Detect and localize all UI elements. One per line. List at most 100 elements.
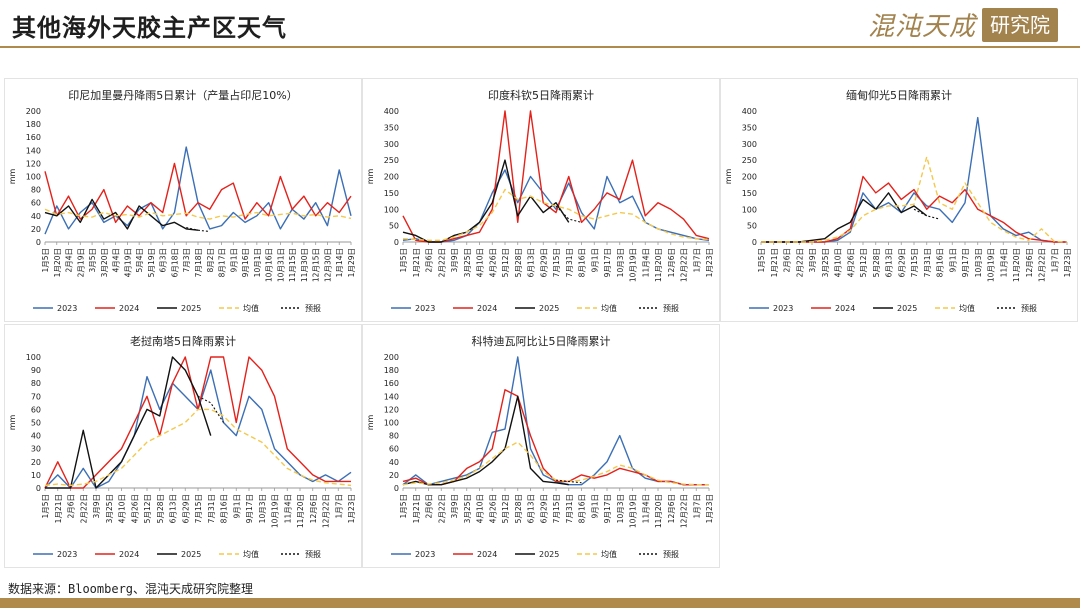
y-tick-label: 60 — [389, 445, 399, 454]
chart-panel-5: 科特迪瓦阿比让5日降雨累计 mm 0 20 40 60 80 100 120 140 160 180 2… — [362, 324, 720, 568]
y-tick-label: 120 — [384, 405, 399, 414]
x-tick-label: 1月14日 — [335, 248, 344, 277]
x-tick-label: 2月22日 — [437, 494, 446, 523]
x-tick-label: 3月9日 — [450, 494, 459, 519]
chart-title: 印度科钦5日降雨累计 — [488, 88, 594, 102]
x-tick-label: 7月31日 — [565, 248, 574, 277]
x-tick-label: 2月6日 — [425, 494, 434, 519]
page-title: 其他海外天胶主产区天气 — [12, 13, 287, 42]
x-tick-label: 11月4日 — [641, 248, 650, 277]
y-axis-label: mm — [366, 415, 375, 431]
x-tick-label: 12月22日 — [680, 494, 689, 528]
x-tick-label: 4月10日 — [476, 494, 485, 523]
y-tick-label: 100 — [26, 353, 41, 362]
legend-label: 2025 — [181, 550, 201, 559]
x-tick-label: 10月3日 — [616, 494, 625, 523]
x-tick-label: 11月4日 — [641, 494, 650, 523]
x-tick-label: 2月22日 — [437, 248, 446, 277]
legend-label: 2023 — [57, 304, 77, 313]
x-tick-label: 1月5日 — [757, 248, 766, 273]
x-tick-label: 2月22日 — [795, 248, 804, 277]
x-tick-label: 8月16日 — [578, 248, 587, 277]
series-line-预报 — [555, 479, 582, 484]
legend-label: 2025 — [539, 304, 559, 313]
legend-label: 2023 — [415, 304, 435, 313]
y-tick-label: 200 — [742, 173, 757, 182]
x-tick-label: 11月20日 — [1012, 248, 1021, 282]
x-tick-label: 10月31日 — [276, 248, 285, 282]
y-tick-label: 100 — [384, 205, 399, 214]
x-tick-label: 12月30日 — [323, 248, 332, 282]
x-tick-label: 2月22日 — [79, 494, 88, 523]
x-tick-label: 4月26日 — [130, 494, 139, 523]
chart-luang-namtha: 老挝南塔5日降雨累计 mm 0 10 20 30 40 50 60 70 80 90 100 1月5日 1月… — [8, 334, 356, 559]
y-tick-label: 40 — [31, 432, 41, 441]
x-tick-label: 10月3日 — [616, 248, 625, 277]
x-tick-label: 10月3日 — [258, 494, 267, 523]
x-tick-label: 6月29日 — [897, 248, 906, 277]
legend-label: 2024 — [477, 550, 497, 559]
x-tick-label: 1月21日 — [54, 494, 63, 523]
x-tick-label: 10月19日 — [271, 494, 280, 528]
series-line-预报 — [186, 227, 210, 233]
y-axis-label: mm — [724, 169, 733, 185]
chart-title: 缅甸仰光5日降雨累计 — [846, 88, 952, 102]
source-note: 数据来源：Bloomberg、混沌天成研究院整理 — [8, 582, 254, 596]
x-tick-label: 5月28日 — [514, 248, 523, 277]
x-tick-label: 9月17日 — [603, 494, 612, 523]
y-tick-label: 150 — [384, 189, 399, 198]
x-tick-label: 5月4日 — [135, 248, 144, 273]
x-tick-label: 8月16日 — [220, 494, 229, 523]
y-tick-label: 60 — [31, 199, 41, 208]
chart-kalimantan: 印尼加里曼丹降雨5日累计（产量占印尼10%） mm 0 20 40 60 80 100 120 1… — [8, 88, 356, 313]
x-tick-label: 3月25日 — [821, 248, 830, 277]
x-tick-label: 3月9日 — [808, 248, 817, 273]
y-tick-label: 300 — [742, 140, 757, 149]
legend-label: 预报 — [663, 549, 679, 559]
y-tick-label: 80 — [31, 186, 41, 195]
x-tick-label: 9月1日 — [590, 248, 599, 273]
x-tick-label: 2月6日 — [425, 248, 434, 273]
x-tick-label: 1月20日 — [53, 248, 62, 277]
legend-label: 预报 — [305, 549, 321, 559]
legend-label: 预报 — [305, 303, 321, 313]
y-tick-label: 80 — [31, 379, 41, 388]
y-tick-label: 100 — [742, 205, 757, 214]
x-tick-label: 3月5日 — [88, 248, 97, 273]
x-tick-label: 4月4日 — [112, 248, 121, 273]
y-tick-label: 100 — [384, 419, 399, 428]
brand-logo: 混沌天成 研究院 — [868, 6, 1058, 43]
x-tick-label: 12月6日 — [667, 494, 676, 523]
x-tick-label: 8月17日 — [218, 248, 227, 277]
y-tick-label: 160 — [384, 379, 399, 388]
series-line-2025 — [402, 159, 570, 243]
y-tick-label: 160 — [26, 133, 41, 142]
x-tick-label: 3月20日 — [100, 248, 109, 277]
y-tick-label: 300 — [384, 140, 399, 149]
chart-panel-4: 老挝南塔5日降雨累计 mm 0 10 20 30 40 50 60 70 80 90 100 1月5日 1月… — [4, 324, 362, 568]
series-line-均值 — [44, 408, 352, 487]
y-tick-label: 60 — [31, 405, 41, 414]
x-tick-label: 7月15日 — [194, 494, 203, 523]
title-divider — [0, 46, 1080, 48]
x-tick-label: 2月6日 — [783, 248, 792, 273]
series-line-均值 — [402, 188, 710, 242]
x-tick-label: 1月21日 — [770, 248, 779, 277]
x-tick-label: 7月15日 — [552, 248, 561, 277]
y-tick-label: 50 — [747, 222, 757, 231]
y-tick-label: 30 — [31, 445, 41, 454]
x-tick-label: 11月4日 — [999, 248, 1008, 277]
legend-label: 2023 — [57, 550, 77, 559]
x-tick-label: 9月17日 — [603, 248, 612, 277]
x-tick-label: 1月23日 — [1063, 248, 1072, 277]
chart-yangon: 缅甸仰光5日降雨累计 mm 0 50 100 150 200 250 300 350 400 1月5日… — [724, 88, 1072, 313]
y-tick-label: 140 — [384, 392, 399, 401]
legend-label: 2023 — [773, 304, 793, 313]
x-tick-label: 6月3日 — [159, 248, 168, 273]
y-tick-label: 0 — [394, 484, 399, 493]
series-line-2025 — [402, 395, 569, 486]
x-tick-label: 12月6日 — [309, 494, 318, 523]
x-tick-label: 9月17日 — [961, 248, 970, 277]
x-tick-label: 4月26日 — [488, 494, 497, 523]
y-tick-label: 0 — [752, 238, 757, 247]
